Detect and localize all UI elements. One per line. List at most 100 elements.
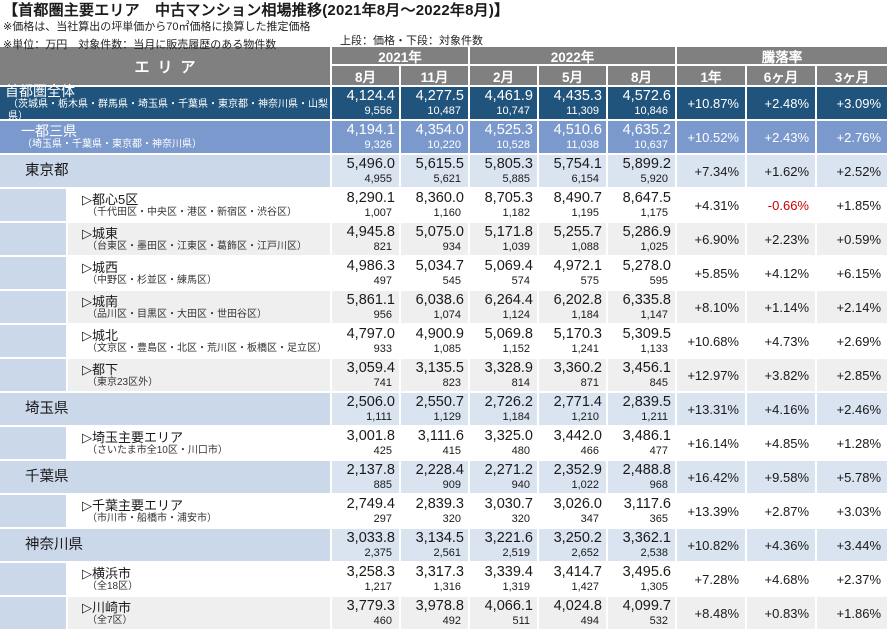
listing-count: 466 xyxy=(580,445,599,457)
listing-count: 940 xyxy=(511,479,530,491)
listing-count: 2,561 xyxy=(433,547,461,559)
price-cell: 5,034.7 545 xyxy=(401,257,470,289)
price-cell: 3,250.2 2,652 xyxy=(539,529,608,561)
price-cell: 4,435.3 11,309 xyxy=(539,87,608,119)
listing-count: 320 xyxy=(442,513,461,525)
row-label: 一都三県 xyxy=(21,123,77,139)
column-header: 5月 xyxy=(539,66,608,85)
price-value: 5,805.3 xyxy=(484,156,533,172)
price-value: 3,486.1 xyxy=(622,428,671,444)
change-rate-value: +8.10% xyxy=(694,299,739,315)
row-indent-band xyxy=(0,597,68,629)
table-row: ▷都心5区 （千代田区・中央区・港区・新宿区・渋谷区） 8,290.1 1,007 8,… xyxy=(0,187,887,221)
price-cell: 5,496.0 4,955 xyxy=(332,155,401,187)
listing-count: 1,022 xyxy=(571,479,599,491)
table-row: 神奈川県 3,033.8 2,375 3,134.5 2,561 3,221.6 2,519… xyxy=(0,527,887,561)
listing-count: 871 xyxy=(580,377,599,389)
price-cell: 4,572.6 10,846 xyxy=(608,87,677,119)
price-cell: 3,135.5 823 xyxy=(401,359,470,391)
change-rate-cell: +0.59% xyxy=(817,223,887,255)
price-value: 3,030.7 xyxy=(484,496,533,512)
listing-count: 1,210 xyxy=(571,411,599,423)
listing-count: 9,326 xyxy=(364,139,392,151)
price-cell: 5,754.1 6,154 xyxy=(539,155,608,187)
price-cell: 8,290.1 1,007 xyxy=(332,189,401,221)
change-rate-value: +10.68% xyxy=(687,333,739,349)
price-cell: 2,228.4 909 xyxy=(401,461,470,493)
note-unit: ※単位：万円 対象件数：当月に販売履歴のある物件数 xyxy=(3,39,277,51)
price-value: 5,615.5 xyxy=(415,156,464,172)
listing-count: 10,747 xyxy=(496,105,530,117)
change-rate-value: +1.86% xyxy=(836,605,881,621)
listing-count: 814 xyxy=(511,377,530,389)
price-value: 2,839.3 xyxy=(415,496,464,512)
change-rate-value: +4.85% xyxy=(764,435,809,451)
price-value: 4,354.0 xyxy=(415,122,464,138)
price-cell: 3,779.3 460 xyxy=(332,597,401,629)
listing-count: 1,175 xyxy=(640,207,668,219)
listing-count: 545 xyxy=(442,275,461,287)
price-value: 5,171.8 xyxy=(484,224,533,240)
price-cell: 3,317.3 1,316 xyxy=(401,563,470,595)
change-rate-cell: +16.14% xyxy=(677,427,747,459)
listing-count: 574 xyxy=(511,275,530,287)
price-cell: 5,286.9 1,025 xyxy=(608,223,677,255)
price-cell: 6,202.8 1,184 xyxy=(539,291,608,323)
row-label-cell: 一都三県 （埼玉県・千葉県・東京都・神奈川県） xyxy=(0,121,332,153)
listing-count: 1,147 xyxy=(640,309,668,321)
change-rate-cell: +2.48% xyxy=(747,87,817,119)
price-cell: 5,075.0 934 xyxy=(401,223,470,255)
price-cell: 5,805.3 5,885 xyxy=(470,155,539,187)
change-rate-cell: +10.68% xyxy=(677,325,747,357)
change-rate-value: +2.37% xyxy=(836,571,881,587)
price-cell: 3,001.8 425 xyxy=(332,427,401,459)
price-value: 4,900.9 xyxy=(415,326,464,342)
listing-count: 6,154 xyxy=(571,173,599,185)
price-value: 4,066.1 xyxy=(484,598,533,614)
change-rate-cell: +4.73% xyxy=(747,325,817,357)
price-cell: 3,117.6 365 xyxy=(608,495,677,527)
listing-count: 909 xyxy=(442,479,461,491)
row-label-cell: 埼玉県 xyxy=(0,393,332,425)
row-label-cell: 首都圏全体 （茨城県・栃木県・群馬県・埼玉県・千葉県・東京都・神奈川県・山梨県） xyxy=(0,83,332,122)
price-value: 5,899.2 xyxy=(622,156,671,172)
price-value: 2,749.4 xyxy=(346,496,395,512)
price-cell: 5,615.5 5,621 xyxy=(401,155,470,187)
price-cell: 3,456.1 845 xyxy=(608,359,677,391)
price-cell: 4,797.0 933 xyxy=(332,325,401,357)
price-value: 5,309.5 xyxy=(622,326,671,342)
change-rate-value: +2.52% xyxy=(836,163,881,179)
price-value: 3,495.6 xyxy=(622,564,671,580)
change-rate-value: +3.44% xyxy=(836,537,881,553)
change-rate-cell: +6.90% xyxy=(677,223,747,255)
price-value: 4,461.9 xyxy=(484,88,533,104)
row-label-cell: ▷横浜市 （全18区） xyxy=(68,563,332,595)
price-value: 4,194.1 xyxy=(346,122,395,138)
price-value: 4,024.8 xyxy=(553,598,602,614)
row-label-cell: ▷埼玉主要エリア （さいたま市全10区・川口市） xyxy=(68,427,332,459)
row-label-cell: ▷都下 （東京23区外） xyxy=(68,359,332,391)
change-rate-value: +0.83% xyxy=(764,605,809,621)
price-cell: 4,972.1 575 xyxy=(539,257,608,289)
price-value: 3,978.8 xyxy=(415,598,464,614)
price-cell: 5,309.5 1,133 xyxy=(608,325,677,357)
change-rate-value: +13.39% xyxy=(687,503,739,519)
listing-count: 1,152 xyxy=(502,343,530,355)
price-value: 4,972.1 xyxy=(553,258,602,274)
price-value: 2,506.0 xyxy=(346,394,395,410)
row-label: 首都圏全体 xyxy=(5,83,75,99)
price-value: 8,360.0 xyxy=(415,190,464,206)
row-label: ▷川崎市 xyxy=(82,599,131,615)
listing-count: 480 xyxy=(511,445,530,457)
price-value: 5,075.0 xyxy=(415,224,464,240)
change-rate-value: +10.52% xyxy=(687,129,739,145)
change-rate-value: +2.46% xyxy=(836,401,881,417)
row-label-cell: ▷城東 （台東区・墨田区・江東区・葛飾区・江戸川区） xyxy=(68,223,332,255)
change-rate-value: +2.69% xyxy=(836,333,881,349)
price-cell: 8,647.5 1,175 xyxy=(608,189,677,221)
change-rate-cell: +2.43% xyxy=(747,121,817,153)
listing-count: 1,088 xyxy=(571,241,599,253)
price-value: 4,099.7 xyxy=(622,598,671,614)
change-rate-value: +2.23% xyxy=(764,231,809,247)
change-rate-cell: +4.85% xyxy=(747,427,817,459)
